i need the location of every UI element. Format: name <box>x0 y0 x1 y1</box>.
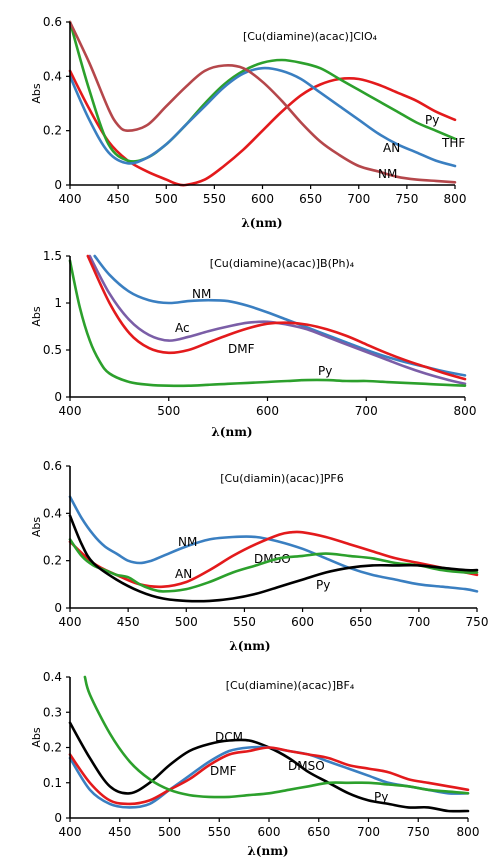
x-tick-label: 750 <box>407 825 430 839</box>
y-axis-label: Abs <box>30 83 43 104</box>
series-label-dmso: DMSO <box>288 759 325 773</box>
x-tick-label: 500 <box>158 825 181 839</box>
x-tick-label: 550 <box>203 192 226 206</box>
series-line-py <box>68 69 457 187</box>
y-tick-label: 0 <box>54 811 62 825</box>
x-tick-label: 400 <box>59 615 82 629</box>
series-label-py: Py <box>374 790 388 804</box>
x-tick-label: 650 <box>307 825 330 839</box>
y-tick-label: 0 <box>54 178 62 192</box>
x-tick-label: 600 <box>258 825 281 839</box>
x-axis-label: λ(nm) <box>247 844 288 858</box>
chart-title: [Cu(diamin)(acac)]PF6 <box>220 472 343 485</box>
x-axis-label: λ(nm) <box>241 216 282 230</box>
series-label-nm: NM <box>178 535 197 549</box>
y-tick-label: 0.4 <box>43 670 62 684</box>
series-line-nm <box>68 495 479 593</box>
x-tick-label: 650 <box>299 192 322 206</box>
series-label-an: AN <box>175 567 192 581</box>
x-tick-label: 800 <box>457 825 480 839</box>
x-tick-label: 450 <box>117 615 140 629</box>
series-line-dcm <box>68 721 470 813</box>
series-line-dmf <box>68 745 470 809</box>
y-tick-label: 0.4 <box>43 69 62 83</box>
x-tick-label: 700 <box>355 404 378 418</box>
x-tick-label: 600 <box>256 404 279 418</box>
x-tick-label: 400 <box>59 825 82 839</box>
y-tick-label: 0.4 <box>43 506 62 520</box>
y-tick-label: 1.5 <box>43 249 62 263</box>
x-tick-label: 800 <box>444 192 467 206</box>
x-tick-label: 700 <box>357 825 380 839</box>
x-tick-label: 700 <box>347 192 370 206</box>
series-line-py <box>83 675 470 799</box>
chart-title: [Cu(diamine)(acac)]ClO₄ <box>243 30 378 43</box>
y-tick-label: 0.5 <box>43 343 62 357</box>
y-tick-label: 0.2 <box>43 124 62 138</box>
series-label-nm: NM <box>192 287 211 301</box>
x-axis-label: λ(nm) <box>211 425 252 439</box>
x-tick-label: 500 <box>175 615 198 629</box>
x-tick-label: 600 <box>291 615 314 629</box>
x-tick-label: 650 <box>349 615 372 629</box>
series-label-an: AN <box>383 141 400 155</box>
series-line-thf <box>68 20 457 163</box>
y-tick-label: 0.6 <box>43 15 62 29</box>
x-tick-label: 550 <box>233 615 256 629</box>
chart-panel-2: NM Ac DMF Py 400 500 600 700 800 0 0.5 1 1.5 [Cu(diam… <box>30 249 476 439</box>
series-label-py: Py <box>318 364 332 378</box>
chart-title: [Cu(diamine)(acac)]BF₄ <box>226 679 355 692</box>
series-label-nm: NM <box>378 167 397 181</box>
series-line-py <box>68 514 479 603</box>
x-tick-label: 600 <box>251 192 274 206</box>
chart-title: [Cu(diamine)(acac)]B(Ph)₄ <box>210 257 355 270</box>
x-tick-label: 750 <box>395 192 418 206</box>
series-label-py: Py <box>425 113 439 127</box>
x-tick-label: 450 <box>108 825 131 839</box>
y-axis-label: Abs <box>30 727 43 748</box>
y-tick-label: 0.1 <box>43 776 62 790</box>
x-tick-label: 400 <box>59 192 82 206</box>
x-axis-label: λ(nm) <box>229 639 270 653</box>
x-tick-label: 450 <box>107 192 130 206</box>
series-line-dmf <box>86 254 467 381</box>
y-tick-label: 0.6 <box>43 459 62 473</box>
chart-panel-4: DCM DMF DMSO Py 400 450 500 550 600 650 700 750 800 0… <box>30 670 479 858</box>
series-line-an <box>68 66 457 168</box>
x-tick-label: 700 <box>407 615 430 629</box>
series-line-py <box>68 259 467 388</box>
x-tick-label: 500 <box>155 192 178 206</box>
x-tick-label: 800 <box>454 404 477 418</box>
x-tick-label: 750 <box>466 615 489 629</box>
y-tick-label: 0.2 <box>43 554 62 568</box>
x-tick-label: 500 <box>157 404 180 418</box>
series-line-ac <box>88 254 467 386</box>
series-line-nm <box>68 20 457 184</box>
y-axis-label: Abs <box>30 306 43 327</box>
y-tick-label: 0.3 <box>43 705 62 719</box>
series-label-dmf: DMF <box>210 764 237 778</box>
series-line-dmso <box>68 746 470 806</box>
y-tick-label: 0 <box>54 390 62 404</box>
series-label-ac: Ac <box>175 321 190 335</box>
y-tick-label: 0.2 <box>43 741 62 755</box>
y-tick-label: 0 <box>54 601 62 615</box>
series-label-dcm: DCM <box>215 730 243 744</box>
y-axis-label: Abs <box>30 517 43 538</box>
series-label-thf: THF <box>441 136 465 150</box>
series-label-py: Py <box>316 578 330 592</box>
x-tick-label: 550 <box>208 825 231 839</box>
x-tick-label: 400 <box>59 404 82 418</box>
series-line-an <box>68 538 479 593</box>
y-tick-label: 1 <box>54 296 62 310</box>
series-line-nm <box>93 254 467 377</box>
series-label-dmf: DMF <box>228 342 255 356</box>
